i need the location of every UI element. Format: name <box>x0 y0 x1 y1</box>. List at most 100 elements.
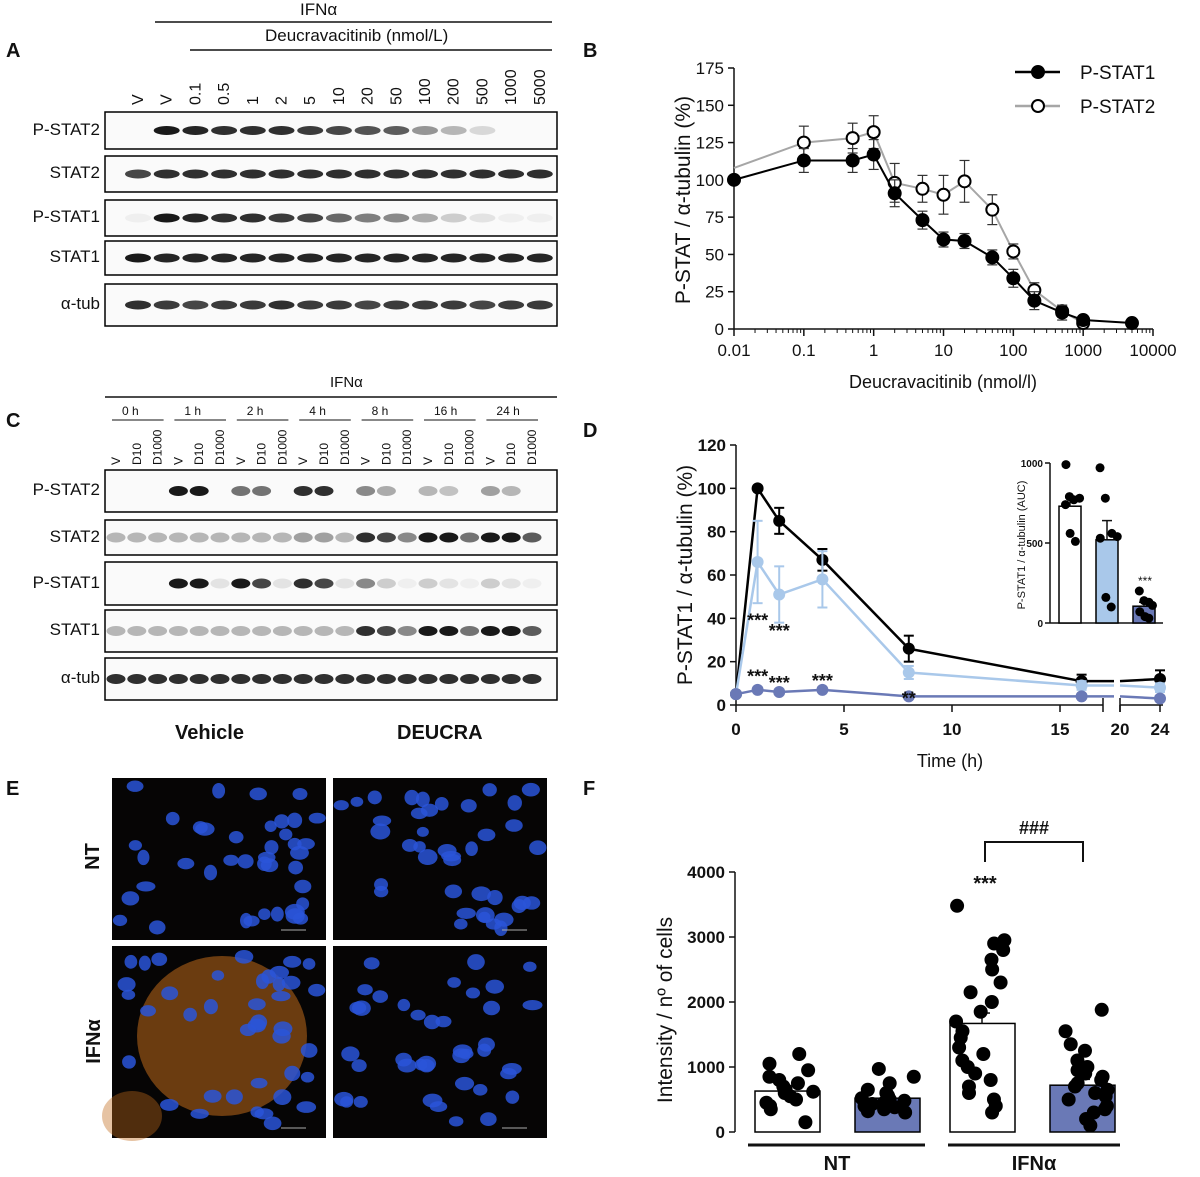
blot-band <box>460 674 480 684</box>
data-point <box>763 1102 778 1117</box>
nucleus <box>415 791 430 808</box>
nucleus <box>138 955 151 971</box>
inset-data-point <box>1061 500 1071 510</box>
x-tick-label: 0 <box>731 720 740 739</box>
data-point <box>789 1092 804 1107</box>
panel-label-e: E <box>6 778 20 800</box>
blot-band <box>127 674 147 684</box>
blot-band <box>210 626 230 636</box>
blot-band <box>412 169 438 179</box>
blot-band <box>168 532 188 543</box>
blot-band <box>354 253 381 263</box>
y-tick-label: 75 <box>705 208 724 227</box>
blot-band <box>439 626 459 636</box>
blot-band <box>231 532 251 543</box>
lane-label: D10 <box>317 443 331 465</box>
nucleus <box>271 990 291 1002</box>
blot-label: α-tub <box>60 294 100 313</box>
blot-band <box>182 253 209 263</box>
blot-band <box>418 532 438 543</box>
inset-data-point <box>1061 460 1071 470</box>
lane-label: 500 <box>474 78 491 105</box>
nucleus <box>477 828 496 842</box>
blot-band <box>469 253 496 263</box>
group-label: NT <box>824 1153 851 1175</box>
lane-label: D1000 <box>463 429 477 465</box>
y-tick-label: 2000 <box>687 993 725 1012</box>
nucleus <box>372 815 392 827</box>
blot-band <box>293 674 313 684</box>
blot-band <box>314 532 334 543</box>
data-point <box>1077 1043 1092 1058</box>
nucleus <box>370 823 391 840</box>
data-point <box>1154 681 1166 694</box>
nucleus <box>192 821 208 834</box>
lane-label: V <box>234 457 248 465</box>
blot-band <box>501 626 521 636</box>
blot-band <box>376 486 396 496</box>
blot-band <box>383 300 410 310</box>
x-tick-label: 10 <box>934 341 953 360</box>
nucleus <box>112 914 128 927</box>
x-tick-label: 24 <box>1151 720 1170 739</box>
nucleus <box>334 1091 354 1107</box>
nucleus <box>483 1000 501 1016</box>
blot-band <box>239 169 266 179</box>
x-tick-label: 100 <box>999 341 1027 360</box>
blot-band <box>106 532 126 543</box>
nucleus <box>288 860 304 875</box>
lane-label: D10 <box>504 443 518 465</box>
nucleus <box>211 970 225 981</box>
y-tick-label: 150 <box>696 96 724 115</box>
nucleus <box>284 1065 301 1081</box>
nucleus <box>203 864 218 881</box>
blot-band <box>469 169 496 179</box>
data-point <box>1027 293 1042 308</box>
blot-band <box>412 253 438 263</box>
nucleus <box>523 961 537 972</box>
blot-band <box>418 486 438 496</box>
data-point <box>898 1105 913 1120</box>
nucleus <box>465 987 481 999</box>
blot-band <box>293 532 313 543</box>
nucleus <box>117 977 136 992</box>
blot-band <box>383 213 410 223</box>
blot-band <box>211 300 238 310</box>
blot-band <box>354 213 381 223</box>
legend-label: P-STAT1 <box>1080 63 1155 84</box>
blot-band <box>153 300 180 310</box>
data-point <box>936 187 951 202</box>
nucleus <box>341 1046 360 1062</box>
blot-band <box>376 578 396 589</box>
blot-band <box>440 300 467 310</box>
blot-band <box>125 300 151 310</box>
blot-band <box>469 213 496 223</box>
lane-label: D10 <box>130 443 144 465</box>
inset-bar <box>1058 505 1082 624</box>
nucleus <box>300 1071 315 1083</box>
nucleus <box>270 906 284 922</box>
inset-data-point <box>1075 493 1085 503</box>
blot-band <box>354 300 381 310</box>
lane-label: V <box>171 457 185 465</box>
inset-y-tick-label: 0 <box>1037 619 1043 630</box>
lane-label: D1000 <box>213 429 227 465</box>
nucleus <box>300 1043 318 1058</box>
blot-label: P-STAT2 <box>32 119 100 139</box>
data-point <box>1154 692 1166 705</box>
nucleus <box>258 908 271 920</box>
blot-band <box>211 126 238 135</box>
blot-band <box>297 300 324 310</box>
y-axis-label: Intensity / nº of cells <box>654 917 677 1103</box>
blot-band <box>231 674 251 684</box>
data-point <box>915 181 930 196</box>
data-point <box>845 153 860 168</box>
lane-label: D10 <box>442 443 456 465</box>
data-point <box>816 573 829 586</box>
nucleus <box>457 1048 474 1059</box>
group-label: IFNα <box>1012 1153 1057 1175</box>
inset-bar <box>1095 539 1119 624</box>
blot-band <box>293 486 313 496</box>
data-point <box>806 1084 821 1099</box>
